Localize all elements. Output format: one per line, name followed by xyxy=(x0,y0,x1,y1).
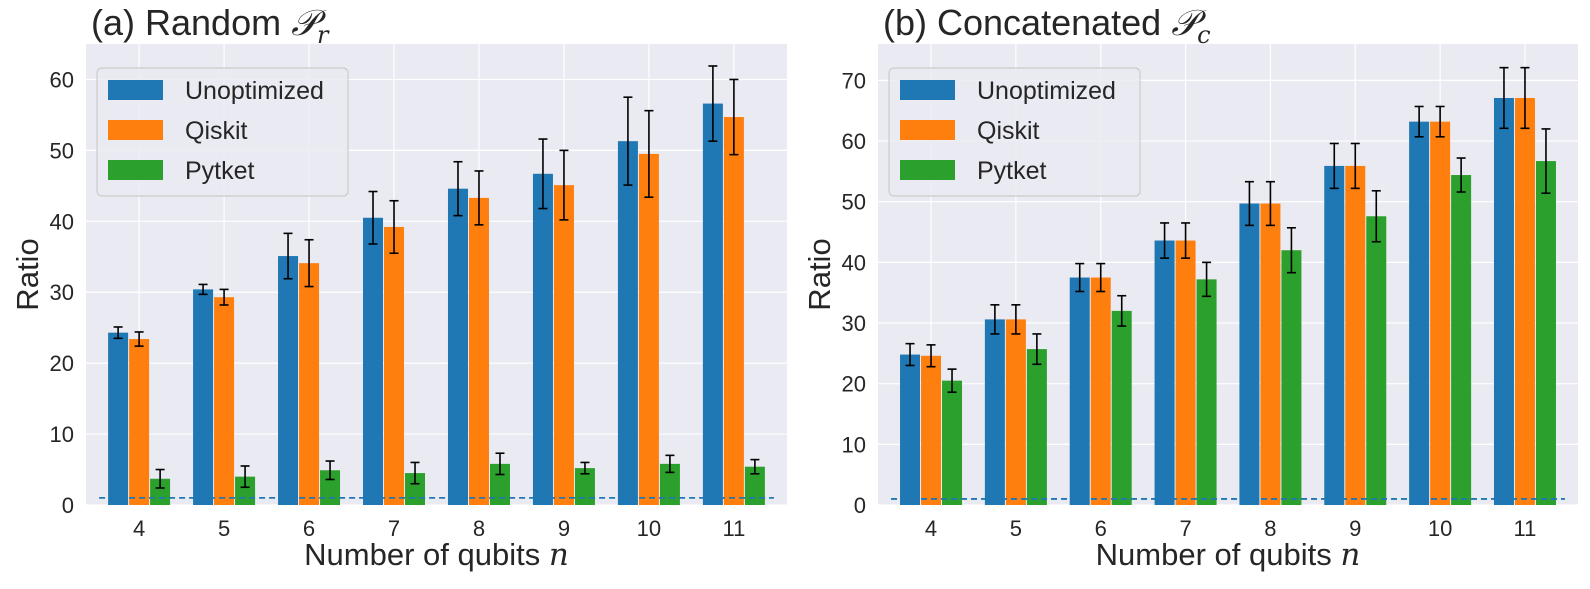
legend-label-pytket: Pytket xyxy=(977,157,1047,185)
bar-qiskit xyxy=(1514,97,1535,505)
legend-label-unoptimized: Unoptimized xyxy=(977,77,1116,105)
y-axis-label: Ratio xyxy=(802,238,837,310)
bar-pytket xyxy=(1111,310,1132,505)
x-tick-label: 7 xyxy=(388,516,400,541)
bar-qiskit xyxy=(468,197,489,505)
y-axis-label: Ratio xyxy=(10,238,45,310)
bar-qiskit xyxy=(1175,240,1196,505)
bar-qiskit xyxy=(1090,277,1111,505)
y-tick-label: 40 xyxy=(50,209,74,234)
legend: Unoptimized Qiskit Pytket xyxy=(888,67,1141,197)
bar-unoptimized xyxy=(363,217,384,505)
bar-qiskit xyxy=(553,185,574,506)
bar-qiskit xyxy=(1430,121,1451,506)
legend-label-qiskit: Qiskit xyxy=(185,117,248,145)
y-tick-label: 50 xyxy=(842,190,866,215)
chart-title: (b) Concatenated 𝒫c xyxy=(883,2,1211,49)
x-tick-label: 11 xyxy=(722,516,745,541)
bar-unoptimized xyxy=(1493,97,1514,505)
legend-swatch-unoptimized xyxy=(900,80,955,100)
x-tick-label: 11 xyxy=(1514,516,1537,541)
bar-pytket xyxy=(1196,279,1217,505)
bar-qiskit xyxy=(723,117,744,505)
x-tick-label: 10 xyxy=(637,516,661,541)
bar-pytket xyxy=(942,380,963,505)
x-tick-label: 5 xyxy=(218,516,230,541)
chart-panel-b: 0 10 20 30 40 50 60 70 4 5 6 7 8 9 10 11 Ratio Number of … xyxy=(802,2,1578,573)
bar-unoptimized xyxy=(1069,277,1090,505)
bar-unoptimized xyxy=(532,173,553,505)
y-tick-label: 10 xyxy=(50,422,74,447)
bar-unoptimized xyxy=(193,289,214,505)
bar-pytket xyxy=(744,466,765,505)
bar-unoptimized xyxy=(447,188,468,505)
legend-swatch-pytket xyxy=(108,160,163,180)
legend-swatch-qiskit xyxy=(900,120,955,140)
bar-qiskit xyxy=(1345,165,1366,505)
bar-qiskit xyxy=(921,355,942,505)
bar-unoptimized xyxy=(900,354,921,505)
bar-qiskit xyxy=(214,297,235,505)
bar-qiskit xyxy=(129,339,150,505)
bar-qiskit xyxy=(299,263,320,505)
y-tick-label: 70 xyxy=(842,68,866,93)
x-tick-label: 9 xyxy=(558,516,570,541)
bar-unoptimized xyxy=(984,319,1005,505)
y-tick-label: 0 xyxy=(62,493,74,518)
bar-qiskit xyxy=(638,153,659,505)
chart-title: (a) Random 𝒫r xyxy=(91,2,330,49)
y-tick-label: 60 xyxy=(50,67,74,92)
y-tick-label: 60 xyxy=(842,129,866,154)
legend-label-unoptimized: Unoptimized xyxy=(185,77,324,105)
y-tick-label: 30 xyxy=(842,311,866,336)
legend-swatch-pytket xyxy=(900,160,955,180)
y-tick-label: 20 xyxy=(50,351,74,376)
x-axis-label: Number of qubits n xyxy=(1096,537,1361,573)
legend: Unoptimized Qiskit Pytket xyxy=(96,67,349,197)
x-tick-label: 8 xyxy=(1264,516,1276,541)
bar-pytket xyxy=(320,470,341,505)
bar-unoptimized xyxy=(108,332,129,505)
x-tick-label: 9 xyxy=(1349,516,1361,541)
y-tick-label: 50 xyxy=(50,138,74,163)
bar-pytket xyxy=(1366,216,1387,505)
x-tick-label: 7 xyxy=(1179,516,1191,541)
chart-panel-a: 0 10 20 30 40 50 60 4 5 6 7 8 9 10 11 Ratio Number of qu… xyxy=(10,2,787,573)
bar-pytket xyxy=(1535,161,1556,505)
legend-label-pytket: Pytket xyxy=(185,157,255,185)
bar-unoptimized xyxy=(1239,203,1260,505)
bar-unoptimized xyxy=(278,256,299,505)
x-tick-label: 10 xyxy=(1428,516,1452,541)
x-tick-label: 8 xyxy=(473,516,485,541)
y-tick-label: 40 xyxy=(842,250,866,275)
bar-qiskit xyxy=(1005,319,1026,505)
legend-swatch-unoptimized xyxy=(108,80,163,100)
bar-pytket xyxy=(489,463,510,505)
legend-swatch-qiskit xyxy=(108,120,163,140)
bar-unoptimized xyxy=(1324,165,1345,505)
x-axis-label: Number of qubits n xyxy=(304,537,569,573)
bar-unoptimized xyxy=(1154,240,1175,505)
x-tick-label: 6 xyxy=(303,516,315,541)
x-tick-label: 4 xyxy=(133,516,145,541)
x-tick-label: 5 xyxy=(1010,516,1022,541)
bar-unoptimized xyxy=(1409,121,1430,506)
bar-pytket xyxy=(659,463,680,505)
x-tick-label: 4 xyxy=(925,516,937,541)
bar-qiskit xyxy=(1260,203,1281,505)
x-tick-label: 6 xyxy=(1095,516,1107,541)
y-tick-label: 0 xyxy=(854,493,866,518)
bar-qiskit xyxy=(384,226,405,505)
y-tick-label: 10 xyxy=(842,432,866,457)
bar-pytket xyxy=(1281,250,1302,505)
bar-unoptimized xyxy=(702,103,723,506)
legend-label-qiskit: Qiskit xyxy=(977,117,1040,145)
bar-pytket xyxy=(1451,175,1472,505)
bar-unoptimized xyxy=(617,141,638,505)
bar-pytket xyxy=(574,468,595,505)
y-tick-label: 30 xyxy=(50,280,74,305)
bar-pytket xyxy=(1026,349,1047,505)
y-tick-label: 20 xyxy=(842,372,866,397)
